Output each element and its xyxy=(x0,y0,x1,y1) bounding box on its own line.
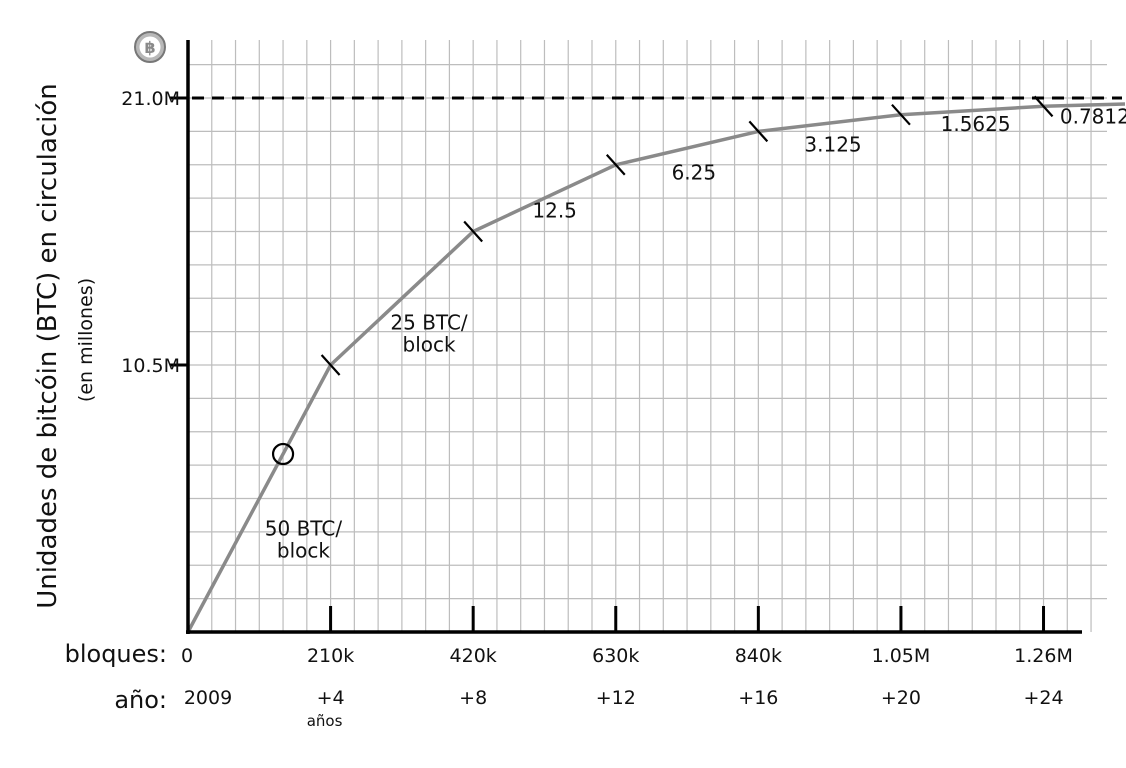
year-sub-label: años xyxy=(307,712,343,730)
year-label: +24 xyxy=(1023,687,1063,709)
supply-curve xyxy=(186,102,1126,633)
x-row-label: bloques: xyxy=(65,640,167,668)
y-axis-subtitle: (en millones) xyxy=(75,278,97,402)
halving-mark xyxy=(891,103,911,126)
year-label: +4 xyxy=(317,687,345,709)
x-tick-label: 630k xyxy=(592,645,639,667)
segment-label-line: 3.125 xyxy=(804,132,861,156)
halving-mark xyxy=(1033,95,1054,118)
segment-label: 0.78125 xyxy=(1060,104,1126,128)
curve-group xyxy=(186,102,1126,633)
year-row-label: año: xyxy=(114,686,167,714)
marker-circle xyxy=(271,442,295,466)
halving-mark xyxy=(605,154,626,176)
segment-label-line: 6.25 xyxy=(672,160,717,184)
segment-label-line: 50 BTC/ xyxy=(265,516,343,540)
x-tick-label: 420k xyxy=(450,645,497,667)
year-label: +16 xyxy=(738,687,778,709)
x-tick-label: 210k xyxy=(307,645,354,667)
halving-mark xyxy=(320,354,341,376)
segment-label-line: block xyxy=(277,538,330,562)
year-label: +8 xyxy=(459,687,487,709)
segment-label: 12.5 xyxy=(532,199,577,223)
halving-mark xyxy=(748,120,769,143)
segment-label: 25 BTC/block xyxy=(390,310,468,356)
segment-label: 3.125 xyxy=(804,132,861,156)
segment-label-line: 12.5 xyxy=(532,199,577,223)
halving-marks xyxy=(320,95,1054,376)
x-tick-label: 840k xyxy=(735,645,782,667)
y-tick-label: 10.5M xyxy=(121,355,180,377)
segment-label-line: 0.78125 xyxy=(1060,104,1126,128)
segment-label: 1.5625 xyxy=(941,112,1011,136)
year-label: +12 xyxy=(596,687,636,709)
labels: 10.5M 21.0M bloques: 0 210k 420k 630k 840k 1.05M… xyxy=(65,88,1126,730)
y-tick-label: 21.0M xyxy=(121,88,180,110)
axes xyxy=(170,40,1082,634)
segment-label-line: 1.5625 xyxy=(941,112,1011,136)
halving-mark xyxy=(463,220,483,243)
year-label: 2009 xyxy=(184,687,232,709)
segment-label: 50 BTC/block xyxy=(265,516,343,562)
segment-label: 6.25 xyxy=(672,160,717,184)
segment-label-line: block xyxy=(403,332,456,356)
x-tick-label: 1.05M xyxy=(872,645,931,667)
svg-text:฿: ฿ xyxy=(144,38,155,57)
grid xyxy=(188,40,1107,632)
y-axis-title: Unidades de bitcóin (BTC) en circulación xyxy=(33,83,63,608)
year-label: +20 xyxy=(881,687,921,709)
bitcoin-logo-icon: ฿ xyxy=(134,31,166,63)
x-tick-label: 1.26M xyxy=(1014,645,1073,667)
segment-label-line: 25 BTC/ xyxy=(390,310,468,334)
x-tick-label: 0 xyxy=(181,645,193,667)
